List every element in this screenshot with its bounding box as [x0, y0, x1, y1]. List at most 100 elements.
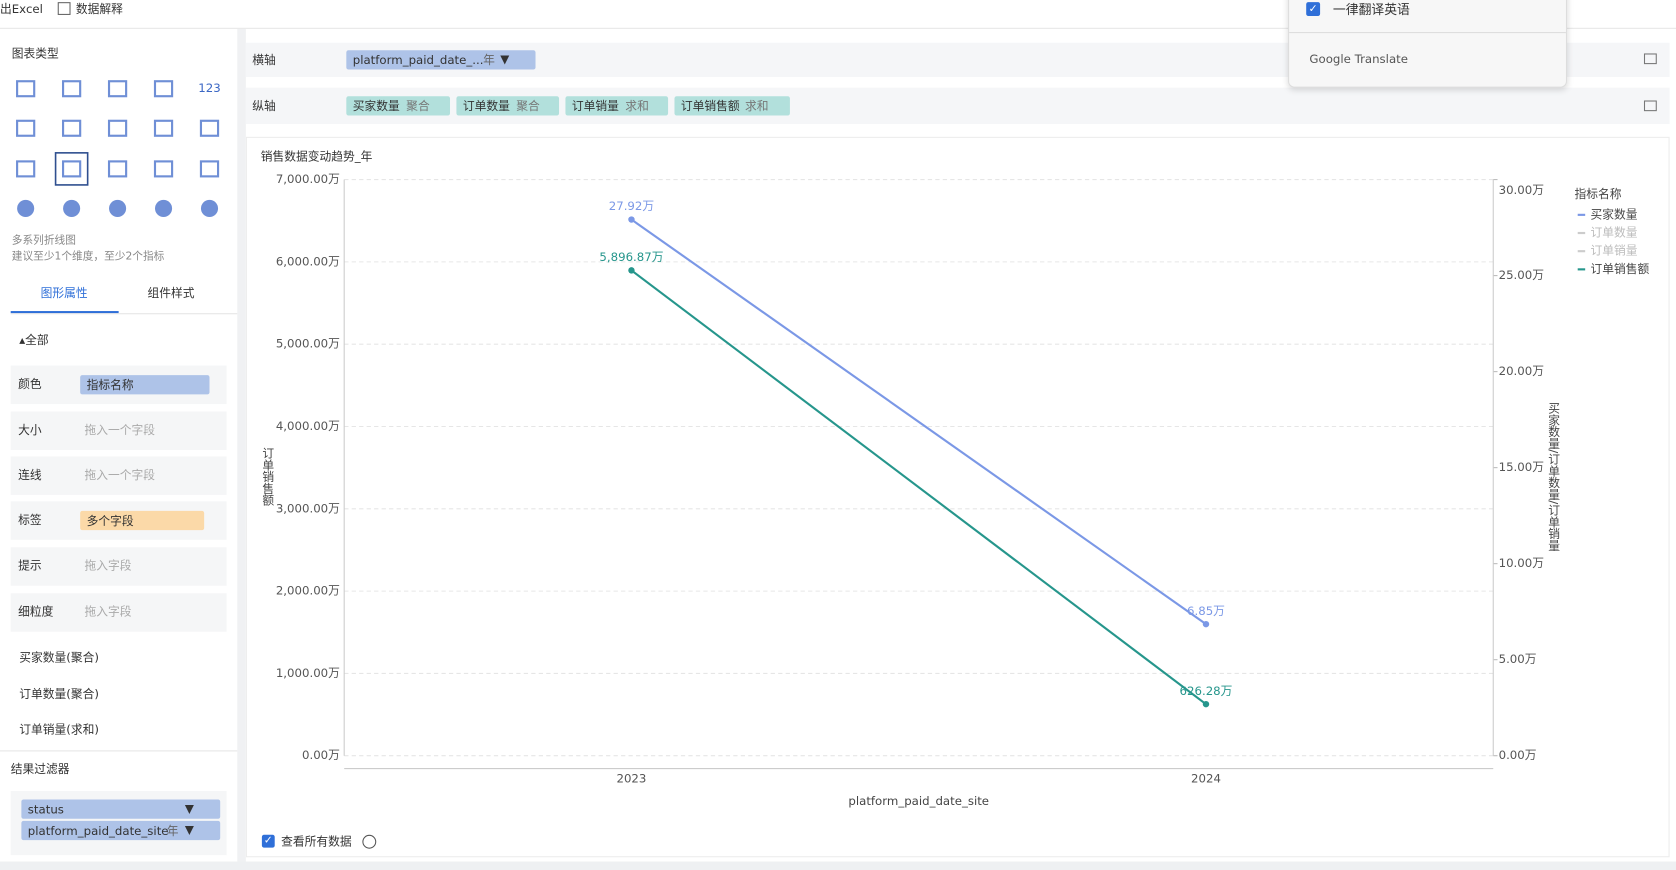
translate-popup: ✓ 一律翻译英语 Google Translate [1288, 0, 1568, 88]
prop-label: 提示 [18, 559, 42, 573]
point [1202, 700, 1210, 708]
section-toggle[interactable]: ▴全部 [19, 333, 49, 348]
separator [1289, 32, 1566, 34]
brand-suffix: Translate [1354, 52, 1409, 67]
show-all-label: 查看所有数据 [281, 834, 352, 849]
explain-button[interactable]: 数据解释 [75, 2, 123, 17]
pill-text: platform_paid_date_... [352, 53, 484, 68]
legend-label: 订单销量 [1591, 244, 1638, 258]
icon [61, 80, 82, 98]
chart-types-title: 图表类型 [11, 47, 59, 61]
filter-title: 结果过滤器 [10, 762, 70, 777]
shelf-icon [1643, 53, 1657, 65]
y-tick-label: 4,000.00万 [276, 419, 340, 433]
prop-row [10, 547, 227, 586]
x-field-pill[interactable]: platform_paid_date_... 年 ▼ [346, 50, 536, 70]
filter-pill[interactable]: status ▼ [21, 799, 221, 819]
data-label: 626.28万 [1180, 684, 1233, 698]
pill-text: 订单销量 [571, 99, 619, 114]
series-section[interactable]: 买家数量(聚合) [19, 650, 99, 665]
translate-brand: Google Translate [1309, 53, 1408, 65]
tab-underline [10, 311, 119, 314]
pill-agg: 聚合 [406, 99, 430, 114]
tab[interactable]: 图形属性 [40, 286, 88, 301]
filter-name: status [27, 802, 64, 817]
prop-pill[interactable]: 多个字段 [80, 510, 205, 531]
y2-tick-label: 15.00万 [1499, 460, 1545, 474]
prop-value: 指标名称 [86, 378, 134, 393]
y-field-pill[interactable]: 订单数量 聚合 [456, 96, 560, 116]
icon [107, 119, 128, 137]
brand: Google [1309, 52, 1351, 67]
icon [199, 119, 220, 137]
icon [61, 160, 82, 178]
x-tick-label: 2023 [616, 772, 646, 786]
data-label: 6.85万 [1187, 604, 1225, 618]
series-line [630, 269, 1207, 706]
y-shelf-label: 纵轴 [252, 99, 276, 114]
x-axis-label: platform_paid_date_site [848, 794, 989, 808]
prop-label: 细粒度 [18, 604, 54, 619]
shelf-icon [1643, 100, 1657, 112]
divider [237, 28, 246, 870]
pill-agg: 聚合 [516, 99, 540, 114]
toolbar-border [0, 27, 1676, 29]
y2-tick-label: 25.00万 [1499, 268, 1545, 282]
x-shelf-label: 横轴 [252, 53, 276, 68]
legend-label: 买家数量 [1591, 207, 1638, 221]
checkbox[interactable]: ✓ [1306, 2, 1321, 17]
chart-type-icons: 123 [16, 80, 221, 217]
icon [153, 119, 174, 137]
y-tick-label: 1,000.00万 [276, 666, 340, 680]
data-label: 27.92万 [609, 199, 655, 213]
prop-placeholder: 拖入一个字段 [84, 468, 155, 483]
y-tick-label: 3,000.00万 [276, 501, 340, 515]
prop-pill[interactable]: 指标名称 [80, 375, 210, 395]
series-section[interactable]: 订单数量(聚合) [19, 687, 99, 702]
y2-tick-label: 10.00万 [1499, 556, 1545, 570]
checkbox[interactable]: ✓ [261, 834, 275, 848]
icon [107, 160, 128, 178]
icon [61, 119, 82, 137]
y-tick-label: 0.00万 [302, 748, 340, 762]
explain-icon [57, 2, 71, 15]
series-section[interactable]: 订单销量(求和) [19, 722, 99, 737]
chart-title: 销售数据变动趋势_年 [261, 150, 373, 164]
y-tick-label: 7,000.00万 [276, 172, 340, 186]
y2-tick-label: 0.00万 [1499, 748, 1537, 762]
prop-label: 大小 [18, 423, 42, 438]
axis-label: 买家数量/订单数量/订单销量 [1547, 402, 1561, 551]
y-field-pill[interactable]: 订单销售额 求和 [674, 96, 790, 116]
icon [17, 199, 35, 217]
tab[interactable]: 组件样式 [147, 286, 195, 301]
icon [109, 199, 127, 217]
prop-label: 标签 [18, 513, 42, 527]
prop-row [10, 411, 227, 451]
chart-hint: 建议至少1个维度，至少2个指标 [11, 251, 165, 263]
pill-suffix: 年 [483, 53, 495, 68]
info-icon [362, 834, 377, 849]
bottom-strip [0, 861, 1676, 870]
chart-card [245, 136, 1670, 858]
y-field-pill[interactable]: 订单销量 求和 [565, 96, 669, 116]
pill-text: 订单数量 [462, 99, 510, 114]
export-button[interactable]: 出Excel [0, 2, 43, 17]
point [628, 216, 635, 223]
y2-tick-label: 20.00万 [1499, 364, 1545, 378]
pill-agg: 求和 [745, 99, 769, 114]
legend-label: 订单数量 [1591, 226, 1638, 240]
filter-pill[interactable]: platform_paid_date_site 年 ▼ [21, 820, 221, 841]
section-title: 全部 [25, 333, 49, 348]
icon [153, 160, 174, 178]
y-tick-label: 2,000.00万 [276, 584, 340, 598]
legend-label: 订单销售额 [1591, 262, 1650, 276]
filter-icon: ▼ [500, 52, 510, 67]
separator [0, 750, 238, 752]
point [628, 267, 635, 274]
y-tick-label: 5,000.00万 [276, 337, 340, 351]
series-line [630, 218, 1207, 626]
y-field-pill[interactable]: 买家数量 聚合 [346, 96, 451, 116]
pill-text: 买家数量 [352, 99, 400, 114]
